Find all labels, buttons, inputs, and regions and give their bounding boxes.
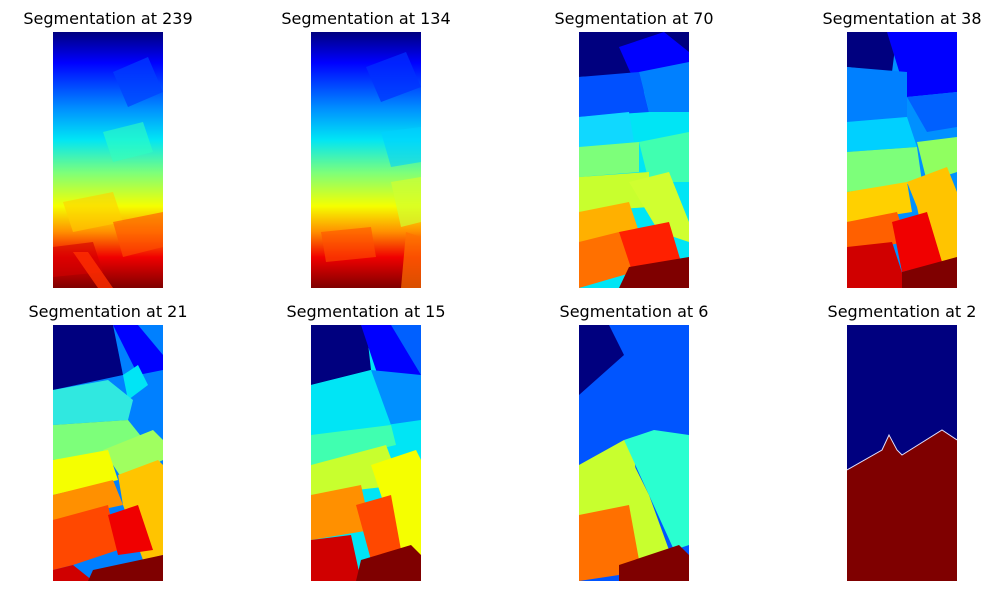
- panel-title: Segmentation at 21: [28, 302, 188, 321]
- panel-title: Segmentation at 70: [554, 9, 714, 28]
- segmentation-image-134: [311, 32, 421, 288]
- segmentation-image-38: [847, 32, 957, 288]
- panel-title: Segmentation at 6: [559, 302, 709, 321]
- segmentation-image-21: [53, 325, 163, 581]
- segmentation-image-70: [579, 32, 689, 288]
- segmentation-image-6: [579, 325, 689, 581]
- panel-title: Segmentation at 2: [827, 302, 977, 321]
- segmentation-image-239: [53, 32, 163, 288]
- panel-title: Segmentation at 15: [286, 302, 446, 321]
- panel-title: Segmentation at 239: [23, 9, 193, 28]
- segmentation-image-2: [847, 325, 957, 581]
- segmentation-image-15: [311, 325, 421, 581]
- panel-title: Segmentation at 134: [281, 9, 451, 28]
- panel-title: Segmentation at 38: [822, 9, 982, 28]
